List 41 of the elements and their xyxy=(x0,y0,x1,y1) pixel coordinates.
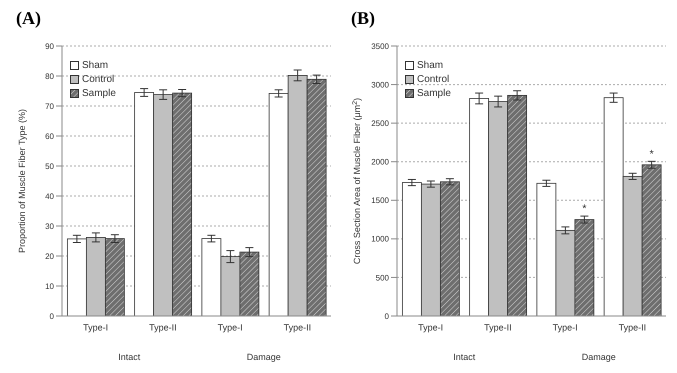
chart-title: (B) xyxy=(350,8,376,30)
y-tick-label: 500 xyxy=(376,273,390,282)
y-tick-label: 1000 xyxy=(371,234,390,244)
legend-label: Control xyxy=(417,74,450,85)
data-label: * xyxy=(649,148,654,160)
text: Damage xyxy=(580,352,617,362)
y-tick-label: 50 xyxy=(45,162,55,171)
x-tick-label: Type-II xyxy=(149,322,177,332)
y-tick-label: 0 xyxy=(50,312,55,321)
y-tick-label: 0 xyxy=(384,312,390,321)
y-tick-label: 10 xyxy=(45,282,55,291)
x-tick-label: Type-II xyxy=(484,322,512,332)
y-tick-label: 60 xyxy=(45,132,55,141)
x-tick-label: Type-I xyxy=(218,322,243,332)
y-tick-label: 2000 xyxy=(371,158,390,167)
legend-label: Sample xyxy=(417,88,451,99)
y-tick-label: 3500 xyxy=(371,42,390,51)
legend-label: Control xyxy=(82,74,114,85)
x-tick-label: Type-I xyxy=(83,322,108,332)
y-tick-label: 30 xyxy=(45,222,55,231)
legend-label: Sham xyxy=(82,60,108,71)
y-tick-label: 3000 xyxy=(371,80,390,90)
y-tick-label: 1500 xyxy=(371,196,390,206)
y-tick-label: 20 xyxy=(45,252,55,261)
legend-label: Sham xyxy=(417,60,444,71)
x-tick-label: Type-II xyxy=(618,322,646,332)
x-tick-label: Type-I xyxy=(552,322,578,332)
text: Intact xyxy=(452,352,476,362)
data-label: * xyxy=(582,203,588,216)
y-axis-title: Proportion of Muscle Fiber Type (%) xyxy=(17,109,27,253)
x-tick-label: Type-II xyxy=(284,322,312,332)
legend-label: Sample xyxy=(82,88,116,99)
y-tick-label: 70 xyxy=(45,102,55,111)
x-tick-label: Type-I xyxy=(418,322,444,332)
y-tick-label: 40 xyxy=(45,192,55,201)
chart-title: (A) xyxy=(15,8,42,30)
text: Damage xyxy=(246,352,282,362)
y-tick-label: 80 xyxy=(45,72,55,81)
y-tick-label: 90 xyxy=(45,42,55,51)
y-tick-label: 2500 xyxy=(371,118,390,128)
text: Intact xyxy=(117,352,142,362)
